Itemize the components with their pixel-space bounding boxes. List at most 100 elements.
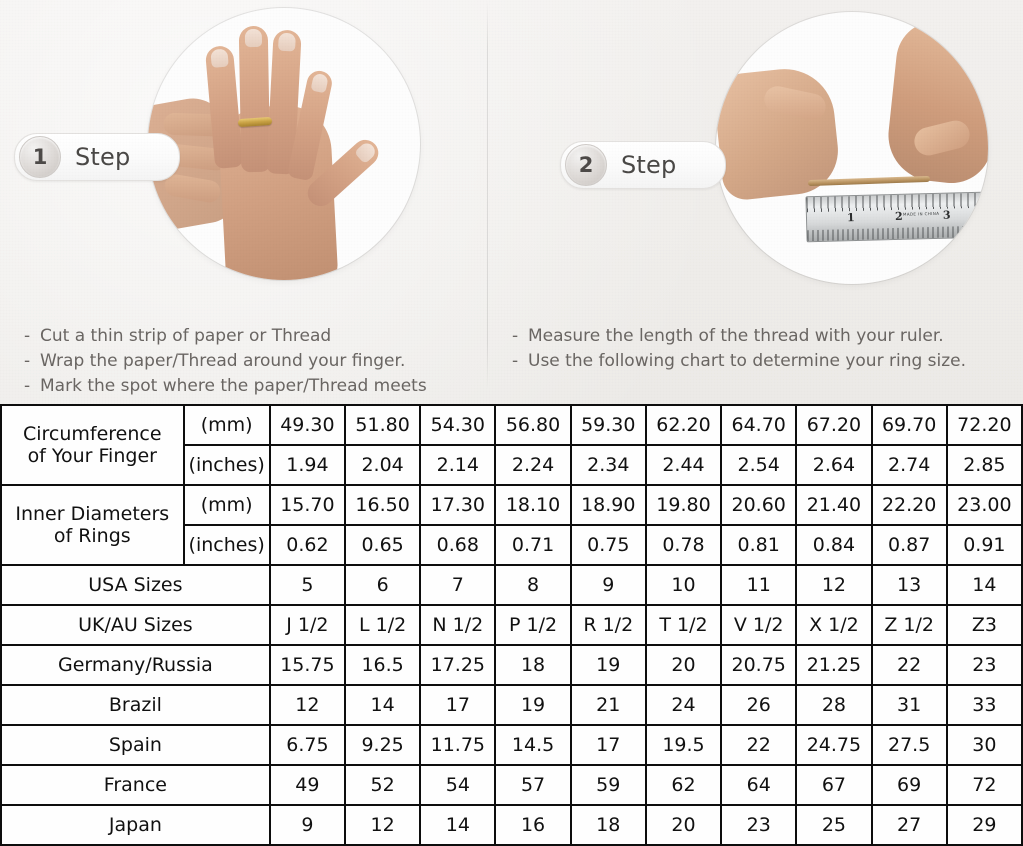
cell-1: 49.30 xyxy=(268,404,347,446)
cell-5: 19 xyxy=(569,644,647,686)
ruler-mark-3: 3 xyxy=(942,208,951,222)
cell-2: 6 xyxy=(343,564,422,606)
cell-10: 2.85 xyxy=(945,444,1023,486)
cell-7: 11 xyxy=(720,564,798,606)
cell-9: 27.5 xyxy=(870,724,948,766)
table-row: Circumference of Your Finger (mm) 49.30 51.8… xyxy=(0,404,1023,486)
row-label-brazil: Brazil xyxy=(0,684,271,726)
cell-7: 26 xyxy=(720,684,798,726)
step-2-badge: 2 Step xyxy=(560,141,726,189)
step-2-label: Step xyxy=(621,151,677,179)
cell-3: 54 xyxy=(419,764,497,806)
cell-4: 8 xyxy=(494,564,572,606)
cell-4: 18 xyxy=(494,644,572,686)
cell-8: X 1/2 xyxy=(795,604,873,646)
row-label-france: France xyxy=(0,764,271,806)
ruler-ticks-bottom xyxy=(807,225,984,242)
instruction-line: Mark the spot where the paper/Thread mee… xyxy=(40,376,427,396)
cell-4: 14.5 xyxy=(494,724,572,766)
cell-6: 0.78 xyxy=(644,524,723,566)
ruler-mark-2: 2 xyxy=(894,209,903,223)
cell-6: 2.44 xyxy=(644,444,723,486)
cell-9: 27 xyxy=(870,804,948,846)
cell-10: 29 xyxy=(945,804,1023,846)
cell-8: 2.64 xyxy=(795,444,873,486)
cell-2: 2.04 xyxy=(343,444,422,486)
row-label-germany-russia: Germany/Russia xyxy=(0,644,271,686)
step-1-badge: 1 Step xyxy=(14,133,180,181)
cell-2: 16.50 xyxy=(343,484,422,526)
cell-4: 16 xyxy=(494,804,572,846)
unit-label-inches: (inches) xyxy=(182,444,271,486)
cell-6: 10 xyxy=(644,564,723,606)
cell-4: 57 xyxy=(494,764,572,806)
cell-9: 22.20 xyxy=(870,484,948,526)
table-row: Brazil 12 14 17 19 21 24 26 28 31 33 xyxy=(0,684,1023,726)
cell-5: 17 xyxy=(569,724,647,766)
cell-9: 0.87 xyxy=(870,524,948,566)
cell-1: 9 xyxy=(268,804,347,846)
cell-3: 54.30 xyxy=(419,404,497,446)
table-row: (inches) 1.94 2.04 2.14 2.24 2.34 2.44 2.54 2.64… xyxy=(1,444,1023,486)
row-label-spain: Spain xyxy=(0,724,271,766)
panel-divider xyxy=(487,0,488,390)
cell-3: 17 xyxy=(419,684,497,726)
measuring-thread-with-ruler-photo: 1 2 3 MADE IN CHINA xyxy=(716,12,988,284)
unit-label-mm: (mm) xyxy=(182,484,271,526)
cell-1: 5 xyxy=(268,564,347,606)
cell-8: 67 xyxy=(795,764,873,806)
cell-1: 1.94 xyxy=(268,444,347,486)
instruction-line: Wrap the paper/Thread around your finger… xyxy=(40,351,406,371)
cell-2: L 1/2 xyxy=(343,604,422,646)
cell-1: J 1/2 xyxy=(268,604,347,646)
cell-10: 0.91 xyxy=(945,524,1023,566)
cell-10: 23.00 xyxy=(945,484,1023,526)
cell-10: 33 xyxy=(945,684,1023,726)
size-chart-table: Circumference of Your Finger (mm) 49.30 51.8… xyxy=(0,404,1023,846)
table-row: France 49 52 54 57 59 62 64 67 69 72 xyxy=(0,764,1023,806)
cell-5: 9 xyxy=(569,564,647,606)
cell-6: 24 xyxy=(644,684,723,726)
cell-4: 2.24 xyxy=(494,444,572,486)
cell-1: 15.75 xyxy=(268,644,347,686)
cell-8: 12 xyxy=(795,564,873,606)
cell-9: 69 xyxy=(870,764,948,806)
cell-5: 18.90 xyxy=(569,484,647,526)
row-label-uk-au-sizes: UK/AU Sizes xyxy=(0,604,271,646)
cell-7: V 1/2 xyxy=(720,604,798,646)
cell-3: 17.25 xyxy=(419,644,497,686)
step-1-panel: 1 Step - Cut a thin strip of paper or Thr… xyxy=(0,0,487,404)
cell-4: 19 xyxy=(494,684,572,726)
step-2-number: 2 xyxy=(565,144,607,186)
table-row: UK/AU Sizes J 1/2 L 1/2 N 1/2 P 1/2 R 1/2 T 1/… xyxy=(0,604,1023,646)
cell-7: 20.60 xyxy=(720,484,798,526)
cell-3: 2.14 xyxy=(419,444,497,486)
cell-7: 64 xyxy=(720,764,798,806)
middle-finger xyxy=(238,25,271,173)
cell-6: 19.5 xyxy=(644,724,723,766)
cell-5: 18 xyxy=(569,804,647,846)
cell-5: 2.34 xyxy=(569,444,647,486)
instruction-line: Use the following chart to determine you… xyxy=(528,351,967,371)
cell-5: 59 xyxy=(569,764,647,806)
cell-6: 20 xyxy=(644,804,723,846)
cell-2: 0.65 xyxy=(343,524,422,566)
cell-6: 62 xyxy=(644,764,723,806)
step-1-instructions: - Cut a thin strip of paper or Thread - Wr… xyxy=(24,326,427,396)
cell-8: 67.20 xyxy=(795,404,873,446)
cell-2: 9.25 xyxy=(343,724,422,766)
cell-9: 31 xyxy=(870,684,948,726)
cell-10: Z3 xyxy=(945,604,1023,646)
cell-3: 14 xyxy=(419,804,497,846)
cell-1: 49 xyxy=(268,764,347,806)
cell-7: 23 xyxy=(720,804,798,846)
table-row: Spain 6.75 9.25 11.75 14.5 17 19.5 22 24.75 27.5 3… xyxy=(0,724,1023,766)
cell-10: 30 xyxy=(945,724,1023,766)
cell-9: Z 1/2 xyxy=(870,604,948,646)
cell-8: 24.75 xyxy=(795,724,873,766)
cell-6: 19.80 xyxy=(644,484,723,526)
cell-3: 0.68 xyxy=(419,524,497,566)
ring-size-chart: Circumference of Your Finger (mm) 49.30 51.8… xyxy=(0,404,1023,846)
cell-5: 21 xyxy=(569,684,647,726)
cell-7: 20.75 xyxy=(720,644,798,686)
